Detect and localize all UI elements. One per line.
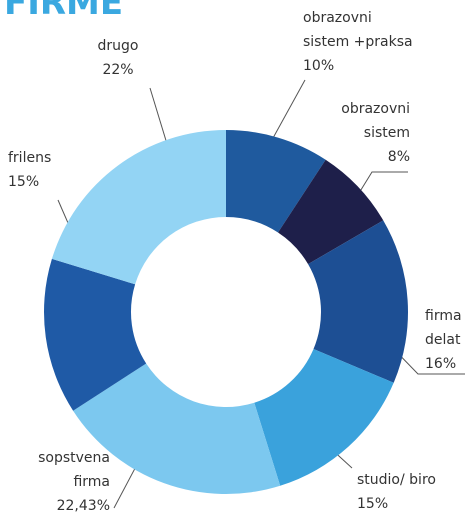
label-line: frilens xyxy=(8,150,51,166)
donut-segment xyxy=(73,363,281,494)
segment-label: firma delat 16% xyxy=(425,308,462,372)
value-label: 15% xyxy=(8,174,39,190)
segment-label: frilens 15% xyxy=(8,150,51,190)
label-line: firma xyxy=(425,308,462,324)
segment-label: studio/ biro 15% xyxy=(357,472,436,512)
label-line: obrazovni xyxy=(341,101,410,117)
label-line: delat xyxy=(425,332,461,348)
value-label: 15% xyxy=(357,496,388,512)
value-label: 22,43% xyxy=(57,498,110,514)
donut-segment xyxy=(308,220,409,383)
label-line: obrazovni xyxy=(303,10,372,26)
segment-label: obrazovni sistem 8% xyxy=(341,101,410,165)
label-line: sistem xyxy=(364,125,410,141)
value-label: 8% xyxy=(388,149,410,165)
label-line: sistem +praksa xyxy=(303,34,413,50)
donut-segment xyxy=(44,258,147,411)
label-line: firma xyxy=(73,474,110,490)
donut-segment xyxy=(226,130,326,233)
value-label: 10% xyxy=(303,58,334,74)
value-label: 16% xyxy=(425,356,456,372)
segment-label: drugo 22% xyxy=(98,38,139,78)
chart-title: FIRME xyxy=(4,0,123,23)
label-line: sopstvena xyxy=(38,450,110,466)
segment-label: obrazovni sistem +praksa 10% xyxy=(303,10,413,74)
label-line: drugo xyxy=(98,38,139,54)
value-label: 22% xyxy=(102,62,133,78)
donut-segment xyxy=(51,130,226,285)
segment-label: sopstvena firma 22,43% xyxy=(38,450,110,514)
donut-segment xyxy=(278,159,384,265)
label-line: studio/ biro xyxy=(357,472,436,488)
donut-segment xyxy=(254,348,394,486)
